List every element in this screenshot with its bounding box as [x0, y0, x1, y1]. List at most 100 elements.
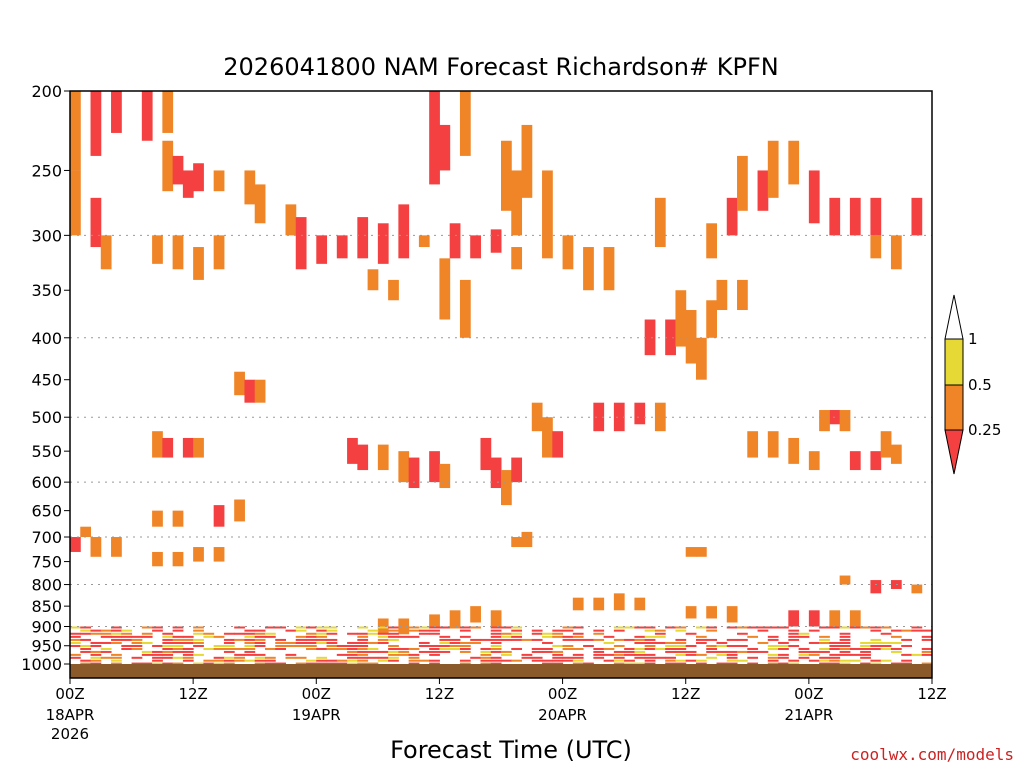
boundary-layer-cell — [470, 638, 481, 641]
boundary-layer-cell — [408, 656, 420, 659]
boundary-layer-cell — [767, 644, 779, 647]
boundary-layer-cell — [572, 626, 584, 629]
boundary-layer-cell — [223, 650, 235, 653]
boundary-layer-cell — [716, 641, 728, 644]
boundary-layer-cell — [921, 635, 933, 638]
boundary-layer-cell — [193, 626, 204, 629]
boundary-layer-cell — [275, 647, 286, 650]
data-cell — [521, 124, 533, 198]
boundary-layer-cell — [172, 656, 184, 659]
boundary-layer-cell — [490, 641, 502, 644]
boundary-layer-cell — [624, 638, 635, 641]
boundary-layer-cell — [223, 644, 235, 647]
boundary-layer-cell — [644, 662, 656, 665]
data-cell — [675, 290, 687, 347]
boundary-layer-cell — [377, 650, 389, 653]
boundary-layer-cell — [737, 626, 748, 629]
boundary-layer-cell — [911, 629, 923, 632]
boundary-layer-cell — [121, 644, 133, 647]
data-cell — [398, 204, 410, 259]
data-cell — [459, 279, 471, 338]
boundary-layer-cell — [747, 650, 759, 653]
boundary-layer-cell — [182, 650, 194, 653]
boundary-layer-cell — [398, 653, 410, 656]
boundary-layer-cell — [531, 632, 543, 635]
boundary-layer-cell — [511, 632, 523, 635]
boundary-layer-cell — [459, 644, 471, 647]
boundary-layer-cell — [152, 629, 163, 632]
data-cell — [870, 235, 882, 259]
boundary-layer-cell — [593, 653, 605, 656]
boundary-layer-cell — [829, 641, 841, 644]
boundary-layer-cell — [172, 638, 184, 641]
boundary-layer-cell — [757, 650, 769, 653]
boundary-layer-cell — [182, 659, 194, 662]
boundary-layer-cell — [501, 638, 512, 641]
boundary-layer-cell — [603, 647, 615, 650]
boundary-layer-cell — [860, 662, 871, 665]
data-cell — [870, 580, 882, 594]
boundary-layer-cell — [377, 632, 389, 635]
boundary-layer-cell — [459, 635, 471, 638]
data-cell — [829, 610, 841, 627]
data-cell — [849, 197, 861, 236]
boundary-layer-cell — [613, 659, 625, 662]
boundary-layer-cell — [162, 635, 174, 638]
boundary-layer-cell — [264, 656, 276, 659]
data-cell — [357, 444, 369, 471]
data-cell — [593, 402, 605, 432]
data-cell — [193, 437, 204, 458]
ground-fill — [70, 664, 932, 678]
boundary-layer-cell — [675, 653, 687, 656]
boundary-layer-cell — [644, 659, 656, 662]
boundary-layer-cell — [767, 662, 779, 665]
boundary-layer-cell — [819, 638, 830, 641]
boundary-layer-cell — [449, 647, 461, 650]
x-tick-label: 12Z — [671, 685, 700, 703]
boundary-layer-cell — [521, 656, 533, 659]
boundary-layer-cell — [880, 659, 892, 662]
boundary-layer-cell — [921, 653, 933, 656]
boundary-layer-cell — [593, 629, 605, 632]
boundary-layer-cell — [901, 653, 912, 656]
boundary-layer-cell — [839, 650, 851, 653]
boundary-layer-cell — [695, 641, 707, 644]
data-cell — [593, 597, 605, 611]
boundary-layer-cell — [70, 653, 81, 656]
boundary-layer-cell — [388, 659, 399, 662]
legend-label: 0.5 — [968, 376, 992, 394]
boundary-layer-cell — [798, 632, 810, 635]
boundary-layer-cell — [521, 638, 533, 641]
boundary-layer-cell — [398, 650, 410, 653]
boundary-layer-cell — [100, 647, 112, 650]
x-tick-label: 12Z — [917, 685, 946, 703]
boundary-layer-cell — [182, 653, 194, 656]
boundary-layer-cell — [285, 653, 297, 656]
boundary-layer-cell — [911, 653, 923, 656]
data-cell — [213, 547, 225, 562]
boundary-layer-cell — [162, 650, 174, 653]
data-cell — [193, 547, 204, 562]
data-cell — [254, 184, 266, 224]
boundary-layer-cell — [316, 629, 328, 632]
boundary-layer-cell — [449, 644, 461, 647]
boundary-layer-cell — [624, 653, 635, 656]
boundary-layer-cell — [593, 638, 605, 641]
boundary-layer-cell — [193, 641, 204, 644]
boundary-layer-cell — [131, 647, 143, 650]
boundary-layer-cell — [613, 650, 625, 653]
data-cell — [839, 575, 851, 585]
boundary-layer-cell — [111, 629, 122, 632]
boundary-layer-cell — [829, 653, 841, 656]
boundary-layer-cell — [829, 626, 841, 629]
boundary-layer-cell — [141, 635, 153, 638]
data-cell — [213, 170, 225, 192]
boundary-layer-cell — [511, 647, 523, 650]
boundary-layer-cell — [490, 629, 502, 632]
boundary-layer-cell — [388, 635, 399, 638]
data-cell — [70, 170, 81, 236]
boundary-layer-cell — [767, 626, 779, 629]
boundary-layer-cell — [193, 632, 204, 635]
boundary-layer-cell — [388, 626, 399, 629]
boundary-layer-cell — [316, 626, 328, 629]
